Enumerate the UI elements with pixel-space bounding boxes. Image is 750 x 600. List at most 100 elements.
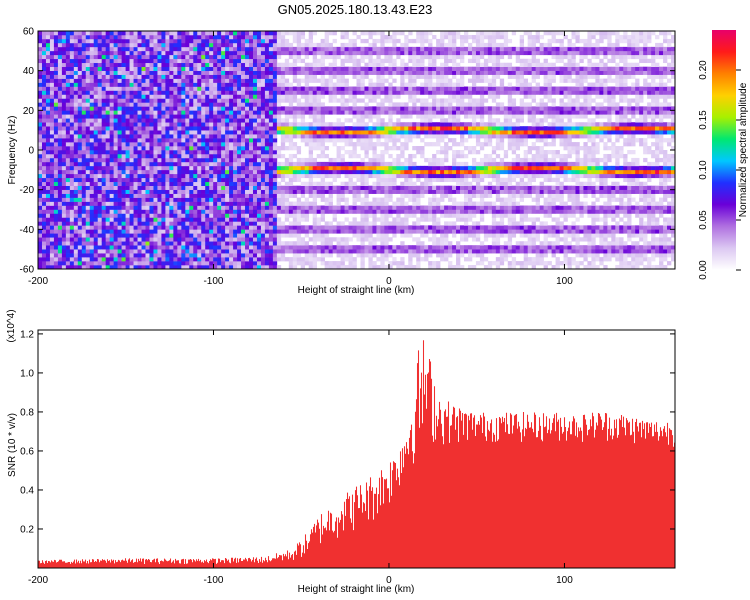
spectrogram-cell — [217, 31, 222, 36]
spectrogram-cell — [388, 193, 393, 198]
spectrogram-cell — [181, 193, 186, 198]
spectrogram-cell — [332, 249, 337, 254]
spectrogram-cell — [268, 106, 274, 111]
spectrogram-cell — [85, 229, 91, 234]
spectrogram-cell — [264, 146, 270, 151]
spectrogram-cell — [169, 161, 174, 167]
spectrogram-cell — [101, 82, 106, 87]
spectrogram-cell — [101, 142, 106, 147]
spectrogram-cell — [117, 58, 122, 64]
spectrogram-cell — [245, 134, 250, 139]
spectrogram-cell — [384, 197, 389, 202]
spectrogram-cell — [304, 225, 310, 230]
spectrogram-cell — [233, 185, 238, 190]
spectrogram-cell — [49, 34, 55, 40]
spectrogram-cell — [368, 82, 373, 87]
spectrogram-cell — [249, 209, 254, 214]
spectrogram-cell — [252, 257, 258, 262]
spectrogram-cell — [364, 50, 369, 56]
spectrogram-cell — [209, 74, 214, 79]
spectrogram-cell — [137, 62, 142, 67]
spectrogram-cell — [268, 249, 274, 254]
spectrogram-cell — [141, 173, 146, 179]
spectrogram-cell — [73, 209, 79, 214]
spectrogram-cell — [117, 193, 122, 198]
spectrogram-cell — [384, 173, 389, 179]
spectrogram-cell — [264, 169, 270, 175]
spectrogram-cell — [141, 245, 146, 250]
spectrogram-cell — [284, 90, 290, 95]
spectrogram-cell — [38, 98, 43, 103]
spectrogram-cell — [173, 245, 178, 250]
spectrogram-cell — [296, 233, 302, 238]
spectrogram-cell — [292, 173, 298, 179]
spectrogram-cell — [165, 161, 170, 167]
spectrogram-cell — [125, 213, 130, 218]
spectrogram-cell — [272, 50, 278, 56]
spectrogram-cell — [161, 193, 166, 198]
spectrogram-cell — [109, 94, 114, 99]
spectrogram-cell — [252, 62, 258, 67]
spectrogram-cell — [153, 110, 158, 115]
spectrogram-cell — [312, 74, 317, 79]
spectrogram-cell — [173, 138, 178, 143]
spectrogram-cell — [360, 70, 365, 75]
spectrogram-cell — [352, 130, 357, 135]
spectrogram-cell — [49, 58, 55, 64]
spectrogram-cell — [41, 253, 47, 258]
spectrogram-cell — [229, 249, 234, 254]
spectrogram-cell — [201, 150, 206, 155]
spectrogram-cell — [264, 38, 270, 44]
spectrogram-cell — [189, 245, 194, 250]
spectrogram-cell — [129, 181, 134, 186]
spectrogram-cell — [137, 142, 142, 147]
spectrogram-cell — [38, 142, 43, 147]
spectrogram-cell — [260, 245, 266, 250]
spectrogram-cell — [173, 122, 178, 127]
spectrogram-cell — [121, 98, 126, 103]
spectrogram-cell — [217, 146, 222, 151]
spectrogram-cell — [312, 138, 317, 143]
spectrogram-cell — [225, 237, 230, 242]
spectrogram-cell — [113, 189, 118, 194]
spectrogram-cell — [213, 185, 218, 190]
spectrogram-cell — [229, 98, 234, 103]
spectrogram-cell — [292, 201, 298, 206]
spectrogram-cell — [360, 245, 365, 250]
spectrogram-cell — [73, 50, 79, 56]
spectrogram-cell — [117, 42, 122, 48]
spectrogram-cell — [340, 209, 345, 214]
spectrogram-cell — [213, 241, 218, 246]
spectrogram-cell — [65, 261, 71, 266]
spectrogram-cell — [173, 130, 178, 135]
spectrogram-cell — [49, 245, 55, 250]
spectrogram-cell — [225, 213, 230, 218]
spectrogram-cell — [252, 153, 258, 159]
spectrogram-cell — [153, 134, 158, 139]
spectrogram-cell — [328, 66, 333, 71]
spectrogram-cell — [205, 102, 210, 107]
spectrogram-cell — [249, 38, 254, 44]
spectrogram-cell — [137, 118, 142, 123]
spectrogram-cell — [296, 213, 302, 218]
spectrogram-cell — [324, 229, 329, 234]
spectrogram-cell — [268, 173, 274, 179]
spectrogram-cell — [372, 94, 377, 99]
spectrogram-cell — [53, 161, 59, 167]
spectrogram-cell — [201, 98, 206, 103]
spectrogram-cell — [177, 98, 182, 103]
spectrogram-cell — [245, 253, 250, 258]
spectrogram-cell — [229, 201, 234, 206]
spectrogram-cell — [49, 193, 55, 198]
spectrogram-cell — [169, 217, 174, 222]
spectrogram-cell — [173, 253, 178, 258]
spectrogram-cell — [252, 114, 258, 119]
spectrogram-cell — [165, 134, 170, 139]
spectrogram-cell — [221, 241, 226, 246]
spectrogram-cell — [149, 165, 154, 171]
spectrogram-cell — [93, 201, 99, 206]
spectrogram-cell — [89, 229, 95, 234]
spectrogram-cell — [233, 189, 238, 194]
spectrogram-cell — [157, 225, 162, 230]
spectrogram-cell — [129, 265, 134, 269]
